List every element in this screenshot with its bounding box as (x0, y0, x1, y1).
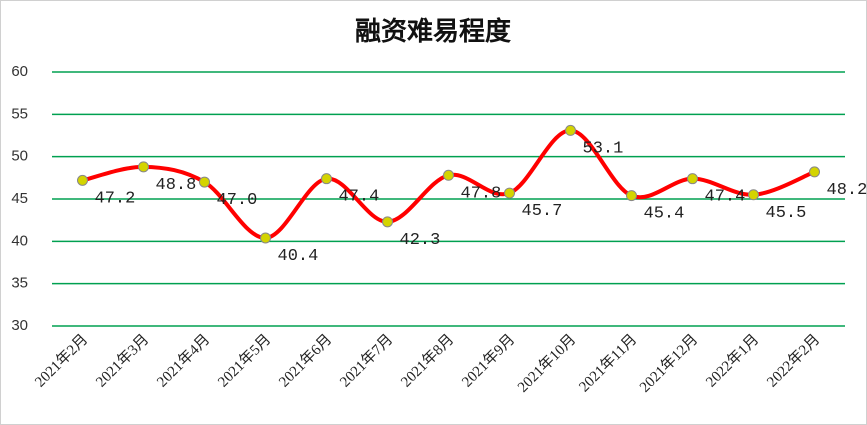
data-label: 47.0 (217, 191, 258, 210)
point-marker (382, 216, 393, 228)
y-tick-label: 35 (11, 275, 28, 292)
data-label: 47.8 (461, 184, 502, 203)
data-label: 45.7 (522, 202, 563, 221)
y-tick-label: 40 (11, 232, 28, 249)
point-marker (809, 166, 820, 178)
y-tick-label: 45 (11, 190, 28, 207)
point-marker (687, 173, 698, 185)
point-marker (138, 161, 149, 173)
y-tick-label: 30 (11, 317, 28, 334)
data-label: 45.5 (766, 204, 807, 223)
data-label: 47.4 (705, 188, 746, 207)
data-label: 47.4 (339, 188, 380, 207)
data-label: 53.1 (583, 139, 624, 158)
chart-title: 融资难易程度 (355, 16, 511, 46)
point-marker (626, 190, 637, 202)
point-marker (565, 124, 576, 136)
point-marker (748, 189, 759, 201)
data-label: 48.8 (156, 176, 197, 195)
data-label: 40.4 (278, 247, 319, 266)
y-tick-label: 50 (11, 148, 28, 165)
data-label: 45.4 (644, 205, 685, 224)
data-label: 42.3 (400, 231, 441, 250)
data-label: 47.2 (95, 189, 136, 208)
data-label: 48.2 (827, 181, 867, 200)
y-tick-label: 55 (11, 105, 28, 122)
point-marker (77, 174, 88, 186)
y-tick-label: 60 (11, 63, 28, 80)
point-marker (321, 173, 332, 185)
point-marker (504, 187, 515, 199)
point-marker (260, 232, 271, 244)
point-marker (199, 176, 210, 188)
point-marker (443, 169, 454, 181)
